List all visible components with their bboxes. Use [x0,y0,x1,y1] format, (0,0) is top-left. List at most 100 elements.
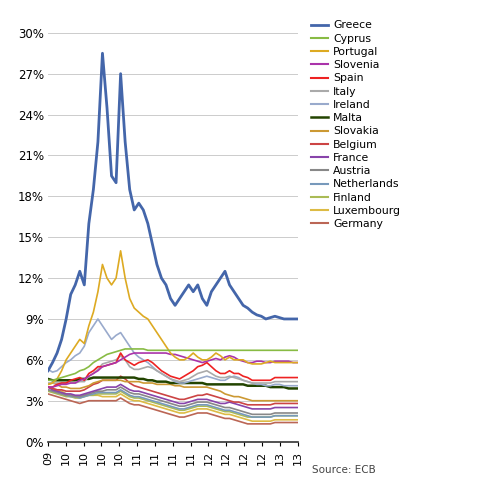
Malta [91,375,96,381]
Portugal [213,350,219,356]
Finland [199,403,205,409]
Belgium [240,401,246,407]
Cyprus [191,348,196,353]
Belgium [141,385,146,391]
Slovakia [45,382,51,387]
Belgium [295,401,300,407]
Portugal [240,357,246,363]
Germany [208,411,214,417]
Germany [199,410,205,416]
Ireland [263,383,269,389]
Cyprus [49,377,55,383]
France [204,396,210,402]
Belgium [204,391,210,397]
Netherlands [136,394,142,399]
Spain [213,368,219,373]
Austria [295,410,300,416]
Cyprus [213,348,219,353]
Greece [45,368,51,373]
Netherlands [236,410,241,416]
Spain [240,373,246,379]
Portugal [204,357,210,363]
Netherlands [199,402,205,408]
France [240,403,246,409]
Austria [45,387,51,393]
Slovenia [240,359,246,364]
Line: Finland: Finland [48,391,298,417]
France [141,390,146,396]
Greece [141,207,146,213]
Malta [191,380,196,386]
Portugal [118,248,123,254]
France [249,406,255,412]
France [118,382,123,387]
Finland [295,413,300,419]
Line: France: France [48,384,298,409]
Cyprus [122,346,128,352]
Slovakia [99,377,105,383]
Ireland [240,377,246,383]
Slovakia [213,387,219,393]
Slovakia [249,398,255,404]
Luxembourg [208,408,214,413]
Belgium [49,385,55,391]
Italy [191,373,196,379]
Austria [204,399,210,405]
Austria [118,384,123,390]
Line: Slovakia: Slovakia [48,380,298,401]
Austria [249,411,255,417]
Greece [240,302,246,308]
Belgium [118,373,123,379]
Cyprus [240,348,246,353]
Luxembourg [236,414,241,420]
Austria [191,401,196,407]
Ireland [141,357,146,363]
Malta [240,382,246,387]
Netherlands [45,387,51,393]
Finland [136,395,142,401]
Spain [295,375,300,381]
Germany [245,421,251,427]
Slovakia [240,395,246,401]
Austria [240,409,246,415]
Spain [45,384,51,390]
Netherlands [249,414,255,420]
Malta [213,382,219,387]
Greece [49,360,55,365]
Luxembourg [295,417,300,423]
Germany [49,392,55,398]
Slovakia [141,380,146,386]
Ireland [295,383,300,389]
Spain [141,359,146,364]
Portugal [141,313,146,319]
Netherlands [208,403,214,409]
Line: Greece: Greece [48,53,298,371]
Greece [213,282,219,288]
Ireland [191,377,196,383]
Italy [295,379,300,384]
France [45,384,51,390]
Cyprus [141,346,146,352]
Netherlands [186,405,192,410]
Line: Slovenia: Slovenia [48,353,298,387]
Slovenia [45,384,51,390]
Malta [204,382,210,387]
Belgium [213,394,219,399]
Malta [49,377,55,383]
Luxembourg [249,418,255,424]
Germany [295,420,300,425]
Line: Germany: Germany [48,394,298,424]
Luxembourg [49,385,55,391]
Luxembourg [199,406,205,412]
Ireland [49,369,55,375]
Finland [45,388,51,394]
Austria [49,388,55,394]
Spain [49,384,55,390]
Greece [204,302,210,308]
Germany [45,391,51,397]
Malta [286,385,291,391]
Slovakia [191,384,196,390]
Slovenia [213,356,219,361]
Italy [141,365,146,371]
France [49,387,55,393]
